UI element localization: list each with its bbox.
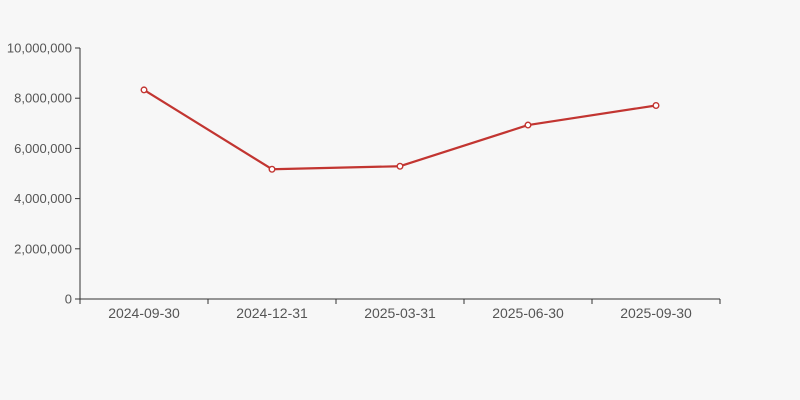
y-axis-tick-label: 6,000,000 <box>14 141 72 156</box>
x-axis-tick-label: 2025-09-30 <box>620 305 692 321</box>
y-axis-tick-label: 0 <box>65 292 72 307</box>
x-axis-tick-label: 2024-09-30 <box>108 305 180 321</box>
data-point-marker[interactable] <box>396 162 404 170</box>
y-axis-tick-label: 10,000,000 <box>7 41 72 56</box>
y-axis-tick-label: 4,000,000 <box>14 191 72 206</box>
data-point-marker[interactable] <box>524 121 532 129</box>
data-point-marker[interactable] <box>652 101 660 109</box>
x-axis-tick-label: 2024-12-31 <box>236 305 308 321</box>
x-axis-tick-label: 2025-03-31 <box>364 305 436 321</box>
data-point-marker[interactable] <box>268 165 276 173</box>
series-line <box>142 88 658 171</box>
y-axis-tick-label: 8,000,000 <box>14 91 72 106</box>
y-axis-tick-label: 2,000,000 <box>14 241 72 256</box>
data-point-marker[interactable] <box>140 86 148 94</box>
x-axis-tick-label: 2025-06-30 <box>492 305 564 321</box>
